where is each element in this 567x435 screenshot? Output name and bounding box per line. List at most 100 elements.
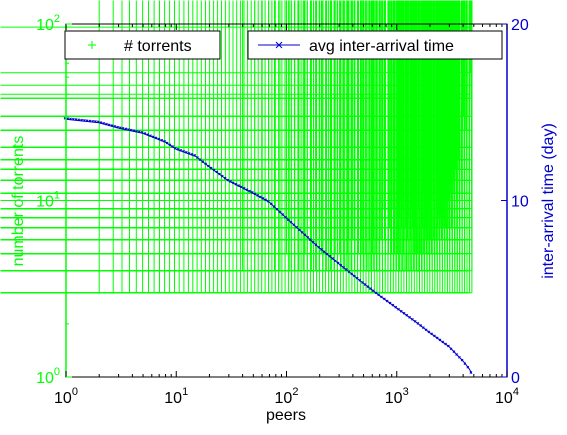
- arrival-marker: [430, 332, 434, 336]
- arrival-marker: [295, 225, 298, 229]
- y-right-tick-label: 20: [511, 17, 529, 34]
- arrival-marker: [391, 303, 395, 307]
- arrival-marker: [107, 123, 111, 127]
- arrival-marker: [113, 125, 117, 128]
- arrival-marker: [212, 168, 216, 172]
- arrival-marker: [435, 336, 439, 340]
- arrival-marker: [137, 130, 141, 134]
- arrival-marker: [336, 261, 340, 265]
- arrival-marker: [240, 185, 243, 189]
- arrival-marker: [105, 122, 108, 126]
- arrival-marker: [226, 178, 230, 182]
- arrival-marker: [353, 274, 356, 278]
- arrival-marker: [187, 152, 191, 155]
- arrival-marker: [102, 122, 106, 125]
- arrival-marker: [151, 135, 155, 139]
- y-right-axis-title: inter-arrival time (day): [540, 123, 557, 279]
- arrival-marker: [278, 210, 282, 214]
- arrival-marker: [234, 182, 238, 186]
- arrival-marker: [196, 156, 199, 159]
- arrival-marker: [129, 128, 133, 132]
- legend-marker-line: [258, 41, 300, 49]
- arrival-marker: [85, 119, 89, 123]
- arrival-marker: [207, 164, 210, 168]
- arrival-marker: [184, 150, 188, 154]
- arrival-marker: [88, 119, 92, 123]
- arrival-marker: [397, 307, 400, 311]
- arrival-marker: [458, 355, 461, 359]
- arrival-marker: [250, 191, 254, 194]
- arrival-marker: [350, 272, 354, 276]
- arrival-marker: [121, 126, 125, 130]
- arrival-marker: [385, 299, 389, 303]
- arrival-marker: [242, 186, 246, 190]
- arrival-marker: [91, 119, 95, 123]
- arrival-marker: [77, 118, 81, 122]
- arrival-marker: [413, 319, 417, 323]
- arrival-marker: [344, 268, 348, 271]
- legend-label-torrents: # torrents: [124, 38, 192, 55]
- arrival-marker: [438, 338, 442, 342]
- arrival-marker: [333, 259, 337, 263]
- arrival-marker: [272, 205, 276, 208]
- arrival-marker: [99, 121, 103, 124]
- y-left-axis-title: number of torrents: [10, 136, 27, 267]
- arrival-marker: [218, 172, 221, 176]
- x-tick-label: 100: [54, 386, 78, 407]
- arrival-marker: [292, 223, 296, 227]
- arrival-marker: [231, 181, 235, 185]
- x-tick-label: 101: [164, 386, 188, 407]
- arrival-marker: [110, 124, 114, 127]
- torrents-marker: [0, 0, 473, 28]
- arrival-marker: [173, 146, 177, 150]
- arrival-marker: [427, 330, 431, 334]
- legend-marker-plus: [88, 41, 96, 49]
- arrival-marker: [264, 198, 268, 202]
- arrival-marker: [444, 342, 447, 346]
- arrival-marker: [96, 120, 100, 124]
- arrival-marker: [135, 129, 138, 133]
- arrival-marker: [83, 119, 86, 122]
- arrival-marker: [311, 240, 315, 244]
- arrival-marker: [66, 117, 70, 120]
- arrival-marker: [198, 158, 202, 161]
- arrival-marker: [463, 362, 467, 365]
- arrival-marker: [149, 134, 152, 138]
- arrival-marker: [118, 126, 122, 130]
- arrival-marker: [325, 252, 329, 256]
- arrival-marker: [314, 243, 318, 247]
- arrival-marker: [281, 213, 285, 216]
- arrival-marker: [424, 328, 428, 332]
- arrival-marker: [74, 118, 78, 121]
- arrival-marker: [374, 291, 378, 295]
- arrival-marker: [157, 137, 161, 141]
- arrival-marker: [322, 250, 326, 254]
- y-right-tick-label: 10: [511, 194, 529, 211]
- legend-plus-marker: [88, 41, 96, 49]
- arrival-marker: [388, 301, 392, 305]
- arrival-marker: [298, 228, 301, 232]
- arrival-marker: [253, 192, 257, 196]
- arrival-marker: [190, 153, 194, 156]
- arrival-marker: [300, 230, 304, 234]
- arrival-marker: [320, 248, 323, 251]
- y-right-tick-label: 0: [511, 370, 520, 387]
- arrival-marker: [223, 176, 227, 180]
- arrival-marker: [69, 117, 72, 121]
- arrival-marker: [452, 350, 456, 353]
- arrival-marker: [447, 344, 450, 348]
- arrival-marker: [256, 194, 260, 197]
- arrival-marker: [259, 195, 262, 199]
- y-left-tick-label: 102: [36, 13, 60, 34]
- arrival-marker: [449, 347, 453, 351]
- arrival-marker: [361, 281, 364, 284]
- arrival-marker: [371, 289, 375, 293]
- arrival-marker: [146, 133, 150, 136]
- arrival-marker: [331, 257, 334, 260]
- arrival-marker: [399, 309, 403, 313]
- arrival-marker: [269, 202, 273, 206]
- arrival-marker: [275, 207, 279, 211]
- arrival-marker: [248, 189, 251, 193]
